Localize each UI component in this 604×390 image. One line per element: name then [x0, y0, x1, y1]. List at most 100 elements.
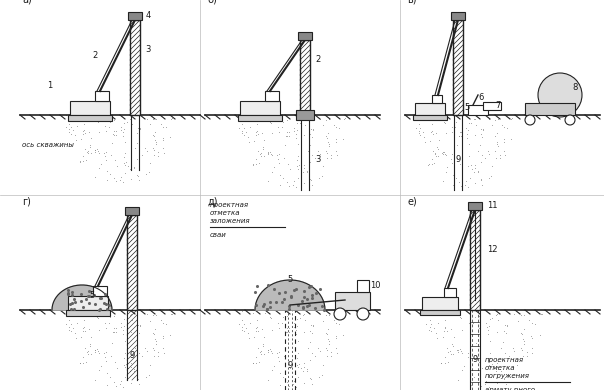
Point — [101, 325, 111, 331]
Point — [272, 350, 282, 356]
Point — [437, 360, 446, 366]
Point — [158, 145, 168, 151]
Point — [477, 152, 487, 158]
Point — [440, 360, 450, 366]
Point — [148, 345, 158, 351]
Point — [449, 309, 459, 316]
Point — [476, 176, 486, 182]
Point — [288, 381, 298, 387]
Point — [446, 351, 455, 357]
Point — [252, 317, 262, 323]
Point — [101, 300, 111, 307]
Point — [338, 332, 348, 339]
Point — [464, 358, 474, 364]
Point — [274, 290, 283, 296]
Point — [91, 174, 100, 180]
Point — [324, 340, 334, 347]
Point — [108, 131, 118, 138]
Point — [469, 374, 478, 380]
Point — [94, 149, 104, 156]
Point — [280, 155, 289, 161]
Point — [93, 148, 103, 154]
Text: 10: 10 — [370, 280, 381, 289]
Point — [493, 144, 503, 150]
Point — [518, 336, 528, 342]
Point — [500, 147, 509, 154]
Point — [455, 160, 465, 167]
Point — [133, 125, 143, 131]
Point — [251, 360, 261, 366]
Point — [149, 133, 159, 139]
Point — [132, 328, 142, 334]
Text: 9: 9 — [472, 356, 478, 365]
Point — [420, 138, 430, 145]
Point — [78, 131, 88, 137]
Point — [239, 125, 249, 131]
Point — [92, 346, 101, 352]
Point — [166, 311, 176, 317]
Point — [129, 165, 139, 171]
Point — [123, 163, 133, 169]
Point — [255, 151, 265, 158]
Point — [447, 341, 457, 347]
Point — [65, 317, 74, 323]
Point — [118, 331, 127, 337]
Point — [471, 165, 480, 172]
Point — [440, 328, 449, 334]
Point — [474, 148, 483, 154]
Point — [237, 317, 247, 323]
Point — [517, 347, 527, 353]
Point — [109, 131, 118, 138]
Text: 3: 3 — [146, 46, 150, 55]
Point — [457, 367, 467, 373]
Point — [338, 136, 348, 142]
Point — [273, 156, 283, 162]
Point — [476, 383, 486, 389]
Point — [266, 315, 275, 321]
Point — [93, 315, 103, 321]
Point — [80, 345, 90, 351]
Point — [112, 163, 122, 169]
Point — [292, 120, 302, 126]
Point — [315, 285, 324, 292]
Point — [298, 312, 308, 318]
Bar — [125, 207, 139, 215]
Point — [300, 364, 309, 370]
Point — [272, 152, 282, 159]
Point — [151, 139, 161, 145]
Polygon shape — [255, 280, 325, 310]
Point — [82, 157, 91, 163]
Point — [122, 119, 132, 126]
Point — [466, 370, 475, 377]
Point — [306, 131, 315, 138]
Point — [96, 363, 106, 369]
Point — [149, 347, 159, 353]
Point — [92, 314, 101, 320]
Point — [110, 312, 120, 319]
Point — [426, 328, 436, 335]
Point — [306, 328, 315, 334]
Point — [280, 353, 289, 359]
Point — [107, 152, 117, 158]
Point — [298, 116, 308, 122]
Point — [75, 310, 85, 316]
Point — [80, 328, 89, 334]
Point — [102, 177, 112, 184]
Point — [274, 320, 283, 326]
Text: 11: 11 — [487, 200, 497, 209]
Point — [298, 305, 308, 311]
Point — [428, 131, 438, 138]
Point — [262, 306, 272, 312]
Point — [150, 336, 160, 342]
Point — [304, 339, 314, 346]
Point — [92, 118, 101, 124]
Point — [84, 300, 94, 307]
Point — [329, 317, 338, 323]
Point — [266, 304, 275, 310]
Point — [100, 353, 109, 360]
Point — [151, 141, 161, 147]
Point — [331, 138, 341, 145]
Point — [75, 115, 85, 121]
Point — [293, 350, 303, 356]
Point — [411, 112, 420, 118]
